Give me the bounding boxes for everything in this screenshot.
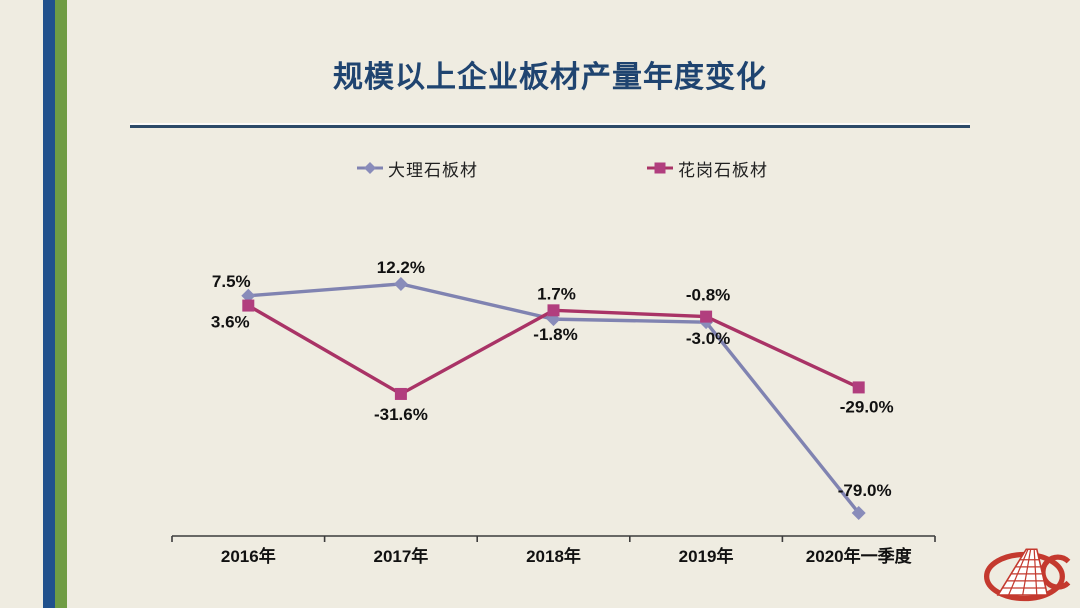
chart-title: 规模以上企业板材产量年度变化 [333,61,767,94]
marble-series-legend-icon [357,162,383,174]
granite-series-legend-icon [647,162,673,174]
data-point-label: -0.8% [686,286,730,305]
data-point-label: -29.0% [840,397,894,416]
data-point-marker-diamond [851,505,866,520]
data-point-label: 3.6% [211,313,250,332]
left-accent-bar-green [55,0,67,608]
data-point-marker-square [394,387,407,400]
x-axis-label: 2016年 [221,546,276,566]
data-point-marker-diamond [393,276,408,291]
data-point-label: -3.0% [686,329,730,348]
data-point-label: 7.5% [212,272,251,291]
stone-association-logo-icon [984,548,1071,602]
legend-item-granite: 花岗石板材 [646,158,768,180]
data-point-label: -1.8% [533,325,577,344]
x-axis-label: 2018年 [526,546,581,566]
data-point-label: -31.6% [374,405,428,424]
data-point-label: -79.0% [838,481,892,500]
data-point-label: 1.7% [537,284,576,303]
left-accent-bar-blue [43,0,55,608]
data-point-marker-diamond [241,288,256,303]
legend-item-marble: 大理石板材 [356,158,478,180]
data-point-marker-square [852,381,865,394]
data-point-marker-square [700,310,713,323]
legend-label-granite: 花岗石板材 [678,160,768,180]
data-point-marker-square [242,299,255,312]
data-point-marker-square [547,304,560,317]
title-divider [130,125,970,128]
x-axis-label: 2020年一季度 [806,546,913,566]
data-point-label: 12.2% [377,258,425,277]
legend-label-marble: 大理石板材 [388,160,478,180]
x-axis-label: 2019年 [679,546,734,566]
x-axis-label: 2017年 [373,546,428,566]
